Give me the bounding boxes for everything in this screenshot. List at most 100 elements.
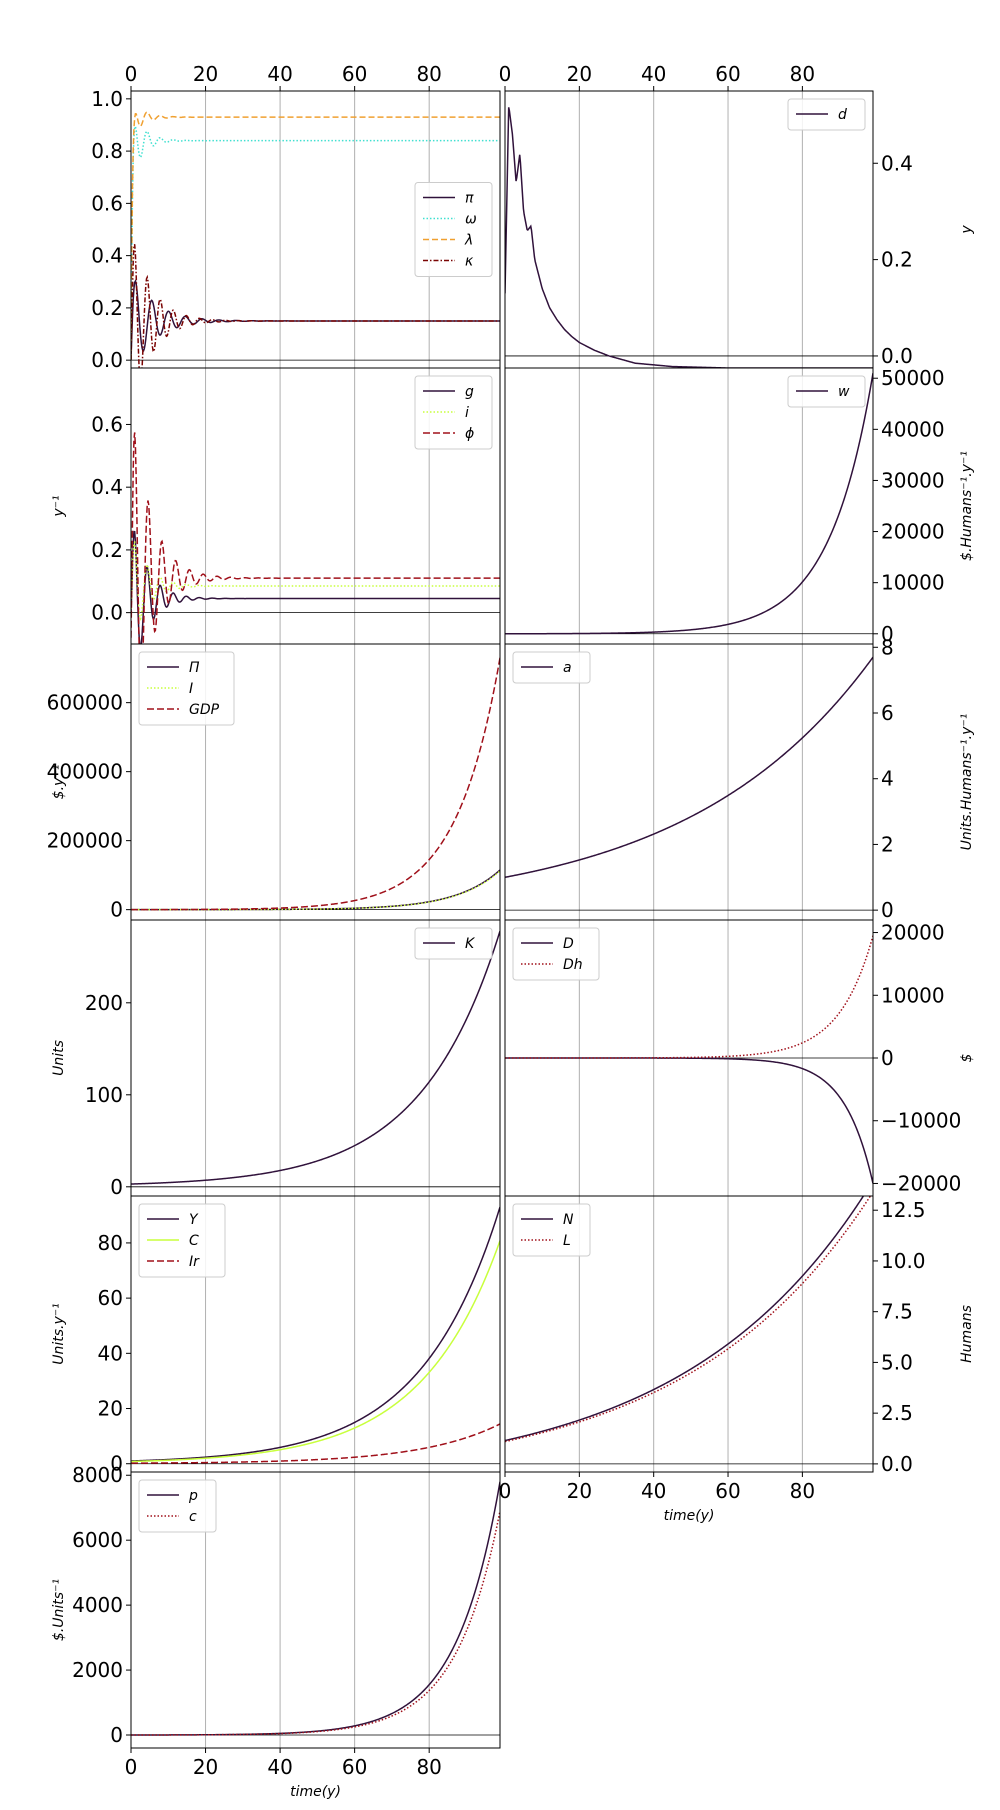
y-tick-label: 4000 <box>72 1593 123 1617</box>
y-tick-label: 60 <box>98 1286 123 1310</box>
y-tick-label: 6000 <box>72 1528 123 1552</box>
legend-label: p <box>188 1488 198 1504</box>
x-tick-label: 40 <box>267 62 292 86</box>
legend-label: w <box>838 384 850 400</box>
y-tick-label: 4 <box>881 767 894 791</box>
y-tick-label: 80 <box>98 1231 123 1255</box>
y-tick-label: 0 <box>110 1175 123 1199</box>
y-tick-label: 0.2 <box>881 248 913 272</box>
y-tick-label: 200000 <box>47 829 123 853</box>
y-axis-label: y⁻¹ <box>51 495 67 517</box>
x-tick-label: 20 <box>567 62 592 86</box>
axes-frame <box>504 643 874 921</box>
axes-frame <box>504 1195 874 1473</box>
y-tick-label: 5.0 <box>881 1350 913 1374</box>
y-tick-label: 0.4 <box>881 151 913 175</box>
series-line-κ <box>131 244 500 368</box>
y-tick-label: 20 <box>98 1397 123 1421</box>
x-tick-label: 20 <box>567 1479 592 1503</box>
legend-label: GDP <box>189 702 220 718</box>
y-tick-label: 0 <box>110 898 123 922</box>
x-tick-label: 20 <box>193 1755 218 1779</box>
legend-label: i <box>465 405 469 421</box>
legend: D Dh <box>512 927 600 981</box>
x-tick-label: 80 <box>790 1479 815 1503</box>
legend: a <box>512 651 591 684</box>
x-tick-label: 0 <box>125 62 138 86</box>
legend-label: C <box>189 1233 199 1249</box>
legend-label: Dh <box>563 957 583 973</box>
y-axis-label: $.Humans⁻¹.y⁻¹ <box>959 451 975 561</box>
series-line-c <box>131 1510 500 1736</box>
y-tick-label: 0.0 <box>91 348 123 372</box>
legend-label: Y <box>189 1212 199 1228</box>
y-tick-label: 0.2 <box>91 538 123 562</box>
x-tick-label: 0 <box>499 62 512 86</box>
y-tick-label: 0.4 <box>91 475 123 499</box>
legend-label: I <box>189 681 193 697</box>
series-line-K <box>131 930 500 1185</box>
x-tick-label: 60 <box>715 1479 740 1503</box>
y-tick-label: 0.0 <box>881 344 913 368</box>
legend: YC Ir <box>138 1203 226 1278</box>
subplot-K: 0 100 200 Units K <box>51 919 501 1199</box>
y-tick-label: 2 <box>881 832 894 856</box>
legend-label: a <box>563 660 572 676</box>
series-line-ϕ <box>131 432 500 644</box>
x-tick-label: 20 <box>193 62 218 86</box>
y-axis-label: Humans <box>959 1305 975 1363</box>
y-tick-label: 20000 <box>881 520 945 544</box>
y-tick-label: 2.5 <box>881 1401 913 1425</box>
x-tick-label: 0 <box>499 1479 512 1503</box>
y-tick-label: 200 <box>85 991 123 1015</box>
subplot-D-Dh: −20000 −10000 0 10000 20000 $ D Dh <box>504 919 975 1197</box>
legend: d <box>787 98 866 131</box>
y-tick-label: 600000 <box>47 691 123 715</box>
series-line-ω <box>131 124 500 361</box>
series-line-Dh <box>505 935 873 1059</box>
x-tick-label: 80 <box>416 62 441 86</box>
legend-label: ω <box>465 212 477 228</box>
legend: giϕ <box>414 375 493 450</box>
y-axis-label: Units <box>51 1040 67 1076</box>
y-tick-label: 2000 <box>72 1658 123 1682</box>
x-tick-label: 60 <box>342 62 367 86</box>
y-tick-label: 0.4 <box>91 244 123 268</box>
y-tick-label: 10000 <box>881 571 945 595</box>
y-axis-label: $.Units⁻¹ <box>51 1579 67 1641</box>
series-line-Y <box>131 1206 500 1462</box>
y-tick-label: 0 <box>110 1723 123 1747</box>
series-line-I <box>131 870 500 911</box>
legend: ΠI GDP <box>138 651 235 726</box>
legend-label: K <box>465 936 476 952</box>
y-axis-label: y <box>959 225 975 235</box>
x-tick-label: 40 <box>641 1479 666 1503</box>
y-tick-label: 8 <box>881 635 894 659</box>
x-tick-label: 40 <box>267 1755 292 1779</box>
legend-label: Π <box>189 660 200 676</box>
series-line-w <box>505 372 873 635</box>
y-tick-label: 0 <box>110 1452 123 1476</box>
series-line-L <box>505 1196 872 1443</box>
series-line-a <box>505 656 873 879</box>
axes-frame <box>504 367 874 645</box>
y-tick-label: 0.0 <box>91 601 123 625</box>
series-line-g <box>131 530 500 644</box>
y-axis-label: Units.y⁻¹ <box>51 1303 67 1365</box>
subplot-Y-C-Ir: 0 20 40 60 80 Units.y⁻¹ YC Ir <box>51 1195 501 1476</box>
legend-label: π <box>465 191 474 207</box>
series-line-D <box>505 1057 873 1184</box>
y-tick-label: 10000 <box>881 983 945 1007</box>
series-line-C <box>131 1240 500 1463</box>
y-tick-label: 40000 <box>881 417 945 441</box>
y-axis-label: Units.Humans⁻¹.y⁻¹ <box>959 714 975 851</box>
series-line-Π <box>131 869 500 911</box>
x-axis-label: time(y) <box>664 1508 715 1524</box>
y-tick-label: 12.5 <box>881 1198 926 1222</box>
y-tick-label: 40 <box>98 1341 123 1365</box>
legend-label: g <box>465 384 474 400</box>
y-tick-label: 50000 <box>881 366 945 390</box>
legend-label: N <box>563 1212 574 1228</box>
x-tick-label: 80 <box>416 1755 441 1779</box>
legend-label: ϕ <box>465 426 474 442</box>
